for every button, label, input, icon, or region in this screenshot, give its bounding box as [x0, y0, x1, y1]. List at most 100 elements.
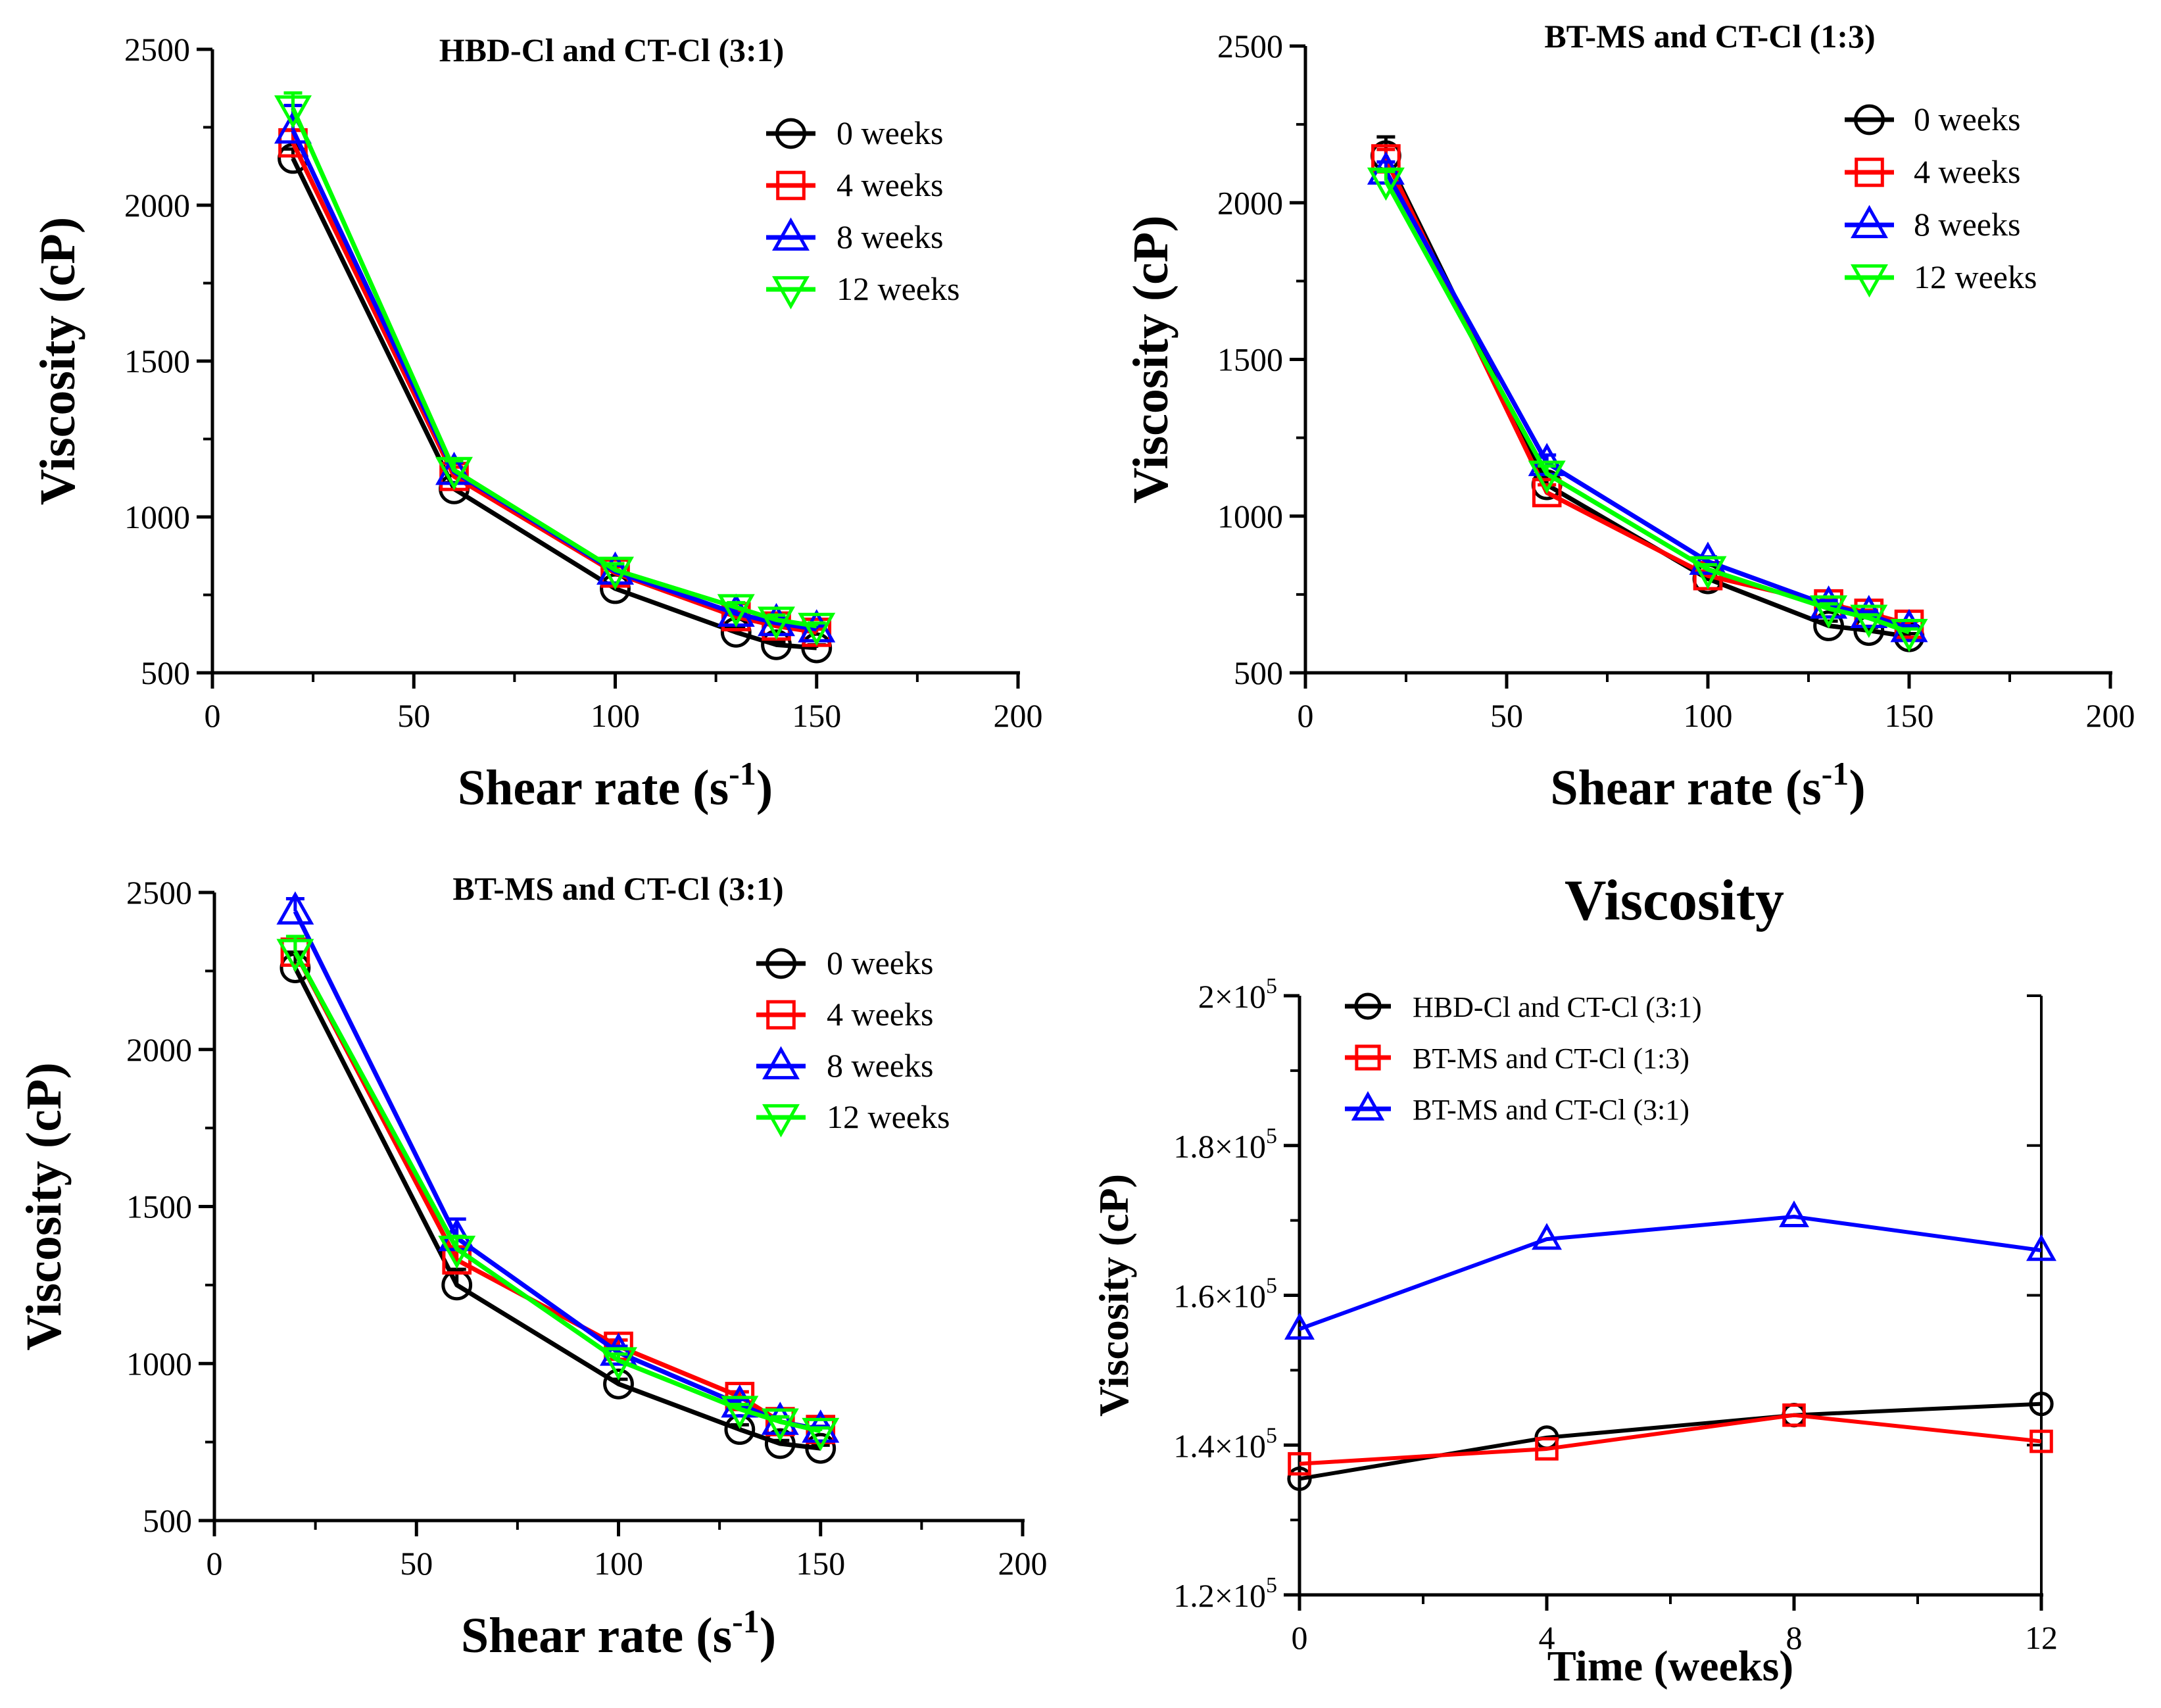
- y-tick-mantissa: 1.8×10: [1173, 1128, 1266, 1165]
- x-tick-label: 200: [2086, 697, 2135, 734]
- legend-marker: [1855, 157, 1884, 187]
- y-tick-mantissa: 1.2×10: [1173, 1577, 1266, 1614]
- data-point: [1810, 595, 1848, 629]
- y-tick-exponent: 5: [1266, 1124, 1277, 1148]
- legend-item: 8 weeks: [756, 1046, 933, 1084]
- legend-label: 0 weeks: [827, 944, 933, 981]
- series-3: [276, 891, 840, 1443]
- legend-marker: [772, 276, 810, 310]
- y-tick-label: 1000: [1217, 498, 1283, 535]
- legend-label: HBD-Cl and CT-Cl (3:1): [1413, 991, 1702, 1023]
- series-2: [280, 937, 836, 1444]
- y-tick-label: 1.8×105: [1173, 1124, 1277, 1165]
- y-tick-exponent: 5: [1266, 1274, 1277, 1298]
- legend: HBD-Cl and CT-Cl (3:1) BT-MS and CT-Cl (1…: [1345, 991, 1702, 1126]
- series-line: [1299, 1402, 2042, 1481]
- x-tick-label: 0: [206, 1545, 223, 1582]
- series-line: [1384, 155, 1910, 639]
- x-axis-label: Shear rate (s-1): [1550, 755, 1865, 816]
- x-tick-label: 100: [594, 1545, 643, 1582]
- data-point: [1782, 1403, 1806, 1427]
- legend-marker: [1851, 205, 1888, 239]
- legend-label: 8 weeks: [1914, 206, 2020, 243]
- data-point: [1528, 460, 1566, 494]
- legend-marker: [1354, 992, 1382, 1020]
- y-axis-label: Viscosity (cP): [1090, 1174, 1137, 1417]
- series-line: [293, 967, 821, 1451]
- x-tick-label: 0: [205, 697, 221, 734]
- data-point: [441, 1269, 473, 1301]
- y-tick-label: 2500: [124, 31, 190, 68]
- data-point: [805, 1432, 837, 1464]
- legend-marker: [765, 948, 796, 979]
- data-point: [1284, 1313, 1315, 1340]
- data-point: [1850, 595, 1888, 628]
- series-line: [1299, 1413, 2042, 1466]
- x-axis-label-main: Shear rate (s: [461, 1608, 732, 1663]
- legend: 0 weeks 4 weeks 8 weeks 12 weeks: [756, 944, 950, 1138]
- series-1: [278, 143, 833, 664]
- data-point: [1890, 618, 1928, 652]
- y-tick-label: 1000: [124, 499, 190, 535]
- data-point: [1689, 556, 1727, 590]
- chart-1: HBD-Cl and CT-Cl (3:1) 0 50 100 150 200 500 100…: [30, 31, 1043, 816]
- data-point: [717, 594, 755, 627]
- data-point: [1779, 1200, 1809, 1228]
- x-tick-label: 100: [591, 697, 640, 734]
- data-point: [721, 1396, 759, 1429]
- x-tick-label: 8: [1786, 1619, 1803, 1656]
- series-4: [274, 91, 836, 647]
- y-axis-label: Viscosity (cP): [16, 1062, 72, 1350]
- data-point: [2029, 1391, 2054, 1417]
- y-tick-label: 2000: [126, 1031, 192, 1068]
- x-tick-label: 0: [1298, 697, 1314, 734]
- legend-label: 4 weeks: [1914, 153, 2020, 190]
- data-point: [798, 612, 836, 647]
- x-tick-label: 50: [397, 697, 430, 734]
- y-tick-label: 2000: [124, 187, 190, 224]
- data-point: [438, 1235, 476, 1269]
- data-point: [276, 939, 314, 973]
- x-axis-label: Shear rate (s-1): [461, 1603, 776, 1663]
- series-line: [293, 951, 821, 1434]
- data-point: [600, 1347, 637, 1380]
- series-2: [1371, 144, 1924, 639]
- x-axis-label-sup: -1: [729, 755, 756, 792]
- x-tick-label: 150: [1885, 697, 1934, 734]
- x-tick-label: 150: [792, 697, 841, 734]
- x-axis-label-close: ): [760, 1608, 776, 1663]
- legend-marker: [1355, 1044, 1381, 1071]
- legend-item: HBD-Cl and CT-Cl (3:1): [1345, 991, 1702, 1023]
- x-tick-label: 200: [994, 697, 1043, 734]
- series-line: [1298, 1214, 2042, 1331]
- chart-title: BT-MS and CT-Cl (1:3): [1544, 18, 1875, 55]
- legend-marker: [762, 1104, 800, 1138]
- data-point: [1367, 167, 1405, 201]
- data-point: [1850, 604, 1888, 639]
- x-axis-label: Time (weeks): [1547, 1642, 1794, 1690]
- y-tick-label: 1500: [126, 1188, 192, 1225]
- series-1: [1287, 1391, 2054, 1492]
- y-tick-label: 500: [1234, 654, 1283, 691]
- data-point: [764, 1428, 796, 1459]
- y-tick-label: 2500: [1217, 28, 1283, 64]
- y-tick-label: 500: [143, 1502, 192, 1539]
- y-tick-label: 2500: [126, 874, 192, 911]
- series-line: [293, 910, 821, 1432]
- data-point: [721, 1384, 759, 1418]
- series-4: [276, 935, 840, 1452]
- y-tick-exponent: 5: [1266, 1423, 1277, 1448]
- x-tick-label: 100: [1684, 697, 1733, 734]
- x-tick-label: 50: [400, 1545, 433, 1582]
- legend-item: BT-MS and CT-Cl (3:1): [1345, 1091, 1689, 1126]
- data-point: [603, 1368, 634, 1400]
- series-3: [274, 103, 836, 643]
- x-tick-label: 150: [796, 1545, 845, 1582]
- data-point: [1287, 1466, 1312, 1492]
- data-point: [596, 551, 634, 585]
- x-axis-label-sup: -1: [1822, 755, 1849, 792]
- legend-item: BT-MS and CT-Cl (1:3): [1345, 1042, 1689, 1075]
- x-tick-label: 200: [998, 1545, 1048, 1582]
- data-point: [274, 95, 312, 129]
- data-point: [1890, 608, 1928, 643]
